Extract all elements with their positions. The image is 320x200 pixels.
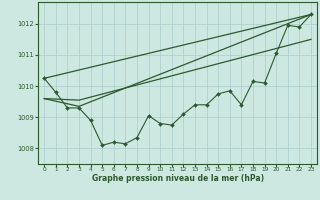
X-axis label: Graphe pression niveau de la mer (hPa): Graphe pression niveau de la mer (hPa): [92, 174, 264, 183]
